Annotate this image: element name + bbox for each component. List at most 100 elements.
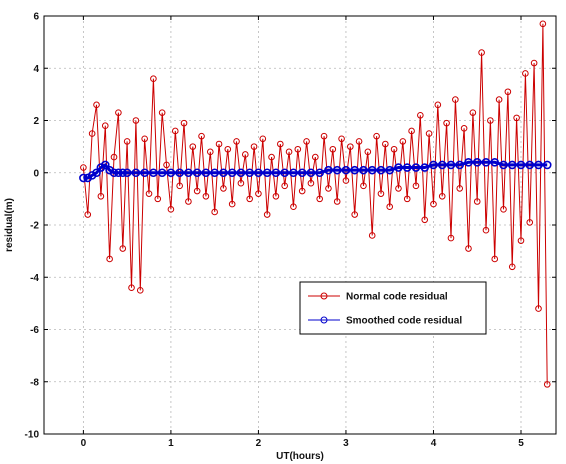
smoothed-residual-point xyxy=(245,168,254,178)
smoothed-residual-point xyxy=(332,165,342,175)
normal-residual-point xyxy=(342,177,350,184)
normal-residual-point xyxy=(482,226,490,234)
smoothed-residual-point xyxy=(490,158,500,167)
normal-residual-point xyxy=(294,145,302,153)
normal-residual-point xyxy=(80,164,87,171)
smoothed-residual-point xyxy=(254,168,263,178)
y-tick-label: 4 xyxy=(33,64,39,75)
legend-label-normal: Normal code residual xyxy=(346,292,448,303)
smoothed-residual-point xyxy=(219,168,228,178)
normal-residual-point xyxy=(123,138,131,145)
normal-residual-point xyxy=(241,151,249,158)
normal-residual-point xyxy=(307,179,315,187)
smoothed-residual-point xyxy=(402,163,412,172)
y-tick-label: -2 xyxy=(30,221,39,232)
normal-residual-point xyxy=(185,198,192,205)
normal-residual-point xyxy=(478,49,485,56)
normal-residual-point xyxy=(136,287,144,294)
normal-residual-point xyxy=(237,179,245,187)
smoothed-residual-point xyxy=(306,168,316,178)
normal-residual-point xyxy=(382,140,389,148)
normal-residual-point xyxy=(180,119,188,127)
normal-residual-point xyxy=(325,185,332,192)
smoothed-residual-point xyxy=(192,168,202,178)
x-axis-label: UT(hours) xyxy=(276,451,324,462)
normal-residual-point xyxy=(272,192,280,200)
normal-residual-point xyxy=(500,206,507,213)
normal-residual-point xyxy=(517,237,525,244)
smoothed-residual-point xyxy=(542,160,552,170)
normal-residual-point xyxy=(277,140,284,148)
normal-residual-point xyxy=(399,138,407,145)
normal-residual-point xyxy=(246,195,253,203)
normal-residual-point xyxy=(110,153,118,161)
normal-residual-point xyxy=(215,140,223,148)
smoothed-residual-point xyxy=(341,165,351,175)
smoothed-residual-point xyxy=(411,163,421,172)
smoothed-residual-point xyxy=(83,173,93,183)
series-layer xyxy=(79,20,552,388)
normal-residual-point xyxy=(513,114,520,122)
normal-residual-point xyxy=(106,255,113,263)
normal-residual-point xyxy=(386,203,394,211)
normal-residual-point xyxy=(290,203,297,211)
normal-residual-point xyxy=(167,206,175,213)
normal-residual-point xyxy=(360,182,367,190)
normal-residual-point xyxy=(456,185,464,192)
smoothed-residual-point xyxy=(92,168,101,178)
normal-residual-point xyxy=(530,59,538,67)
normal-residual-point xyxy=(150,75,157,82)
normal-residual-point xyxy=(543,381,551,388)
normal-residual-point xyxy=(268,153,275,161)
normal-residual-point xyxy=(132,117,140,124)
normal-residual-point xyxy=(176,182,183,190)
smoothed-residual-point xyxy=(227,168,237,178)
normal-residual-point xyxy=(163,161,170,169)
smoothed-residual-point xyxy=(280,168,289,178)
legend: Normal code residual Smoothed code resid… xyxy=(299,281,487,335)
smoothed-residual-point xyxy=(324,165,333,175)
y-tick-label: 0 xyxy=(33,168,39,179)
legend-box xyxy=(299,281,487,335)
smoothed-residual-point xyxy=(455,160,465,170)
y-tick-label: -10 xyxy=(25,430,40,441)
normal-residual-point xyxy=(368,232,376,239)
smoothed-residual-point xyxy=(507,160,517,170)
normal-residual-point xyxy=(338,135,345,143)
normal-residual-point xyxy=(355,138,363,145)
smoothed-residual-point xyxy=(122,168,132,178)
smoothed-residual-point xyxy=(79,173,88,183)
normal-residual-point xyxy=(430,200,437,208)
normal-residual-point xyxy=(535,305,542,312)
normal-residual-point xyxy=(259,135,267,143)
smoothed-residual-point xyxy=(100,160,110,170)
normal-residual-point xyxy=(465,245,472,252)
normal-residual-point xyxy=(101,122,109,130)
normal-residual-point xyxy=(395,185,402,192)
smoothed-residual-point xyxy=(315,168,324,178)
smoothed-residual-point xyxy=(499,160,508,170)
normal-residual-point xyxy=(97,192,105,200)
legend-marker-normal xyxy=(320,292,328,300)
smoothed-residual-point xyxy=(105,165,114,175)
normal-residual-point xyxy=(469,109,477,116)
smoothed-residual-point xyxy=(236,168,246,178)
tick-marks-and-labels: 0 1 2 3 4 5 -10 -8 -6 -4 -2 0 2 4 6 xyxy=(25,12,556,449)
normal-residual-point xyxy=(522,70,529,77)
normal-residual-point xyxy=(233,138,240,145)
normal-residual-point xyxy=(329,145,337,153)
normal-residual-point xyxy=(263,211,271,218)
smoothed-residual-point xyxy=(376,165,386,175)
smoothed-residual-point xyxy=(525,160,535,170)
smoothed-residual-point xyxy=(367,165,377,175)
normal-residual-point xyxy=(119,245,127,252)
smoothed-residual-point xyxy=(118,168,128,178)
x-tick-label: 0 xyxy=(81,438,87,449)
smoothed-residual-point xyxy=(131,168,141,178)
normal-residual-point xyxy=(412,182,420,190)
y-axis-label: residual(m) xyxy=(4,198,15,252)
normal-residual-point xyxy=(373,132,380,140)
normal-residual-point xyxy=(303,138,310,145)
